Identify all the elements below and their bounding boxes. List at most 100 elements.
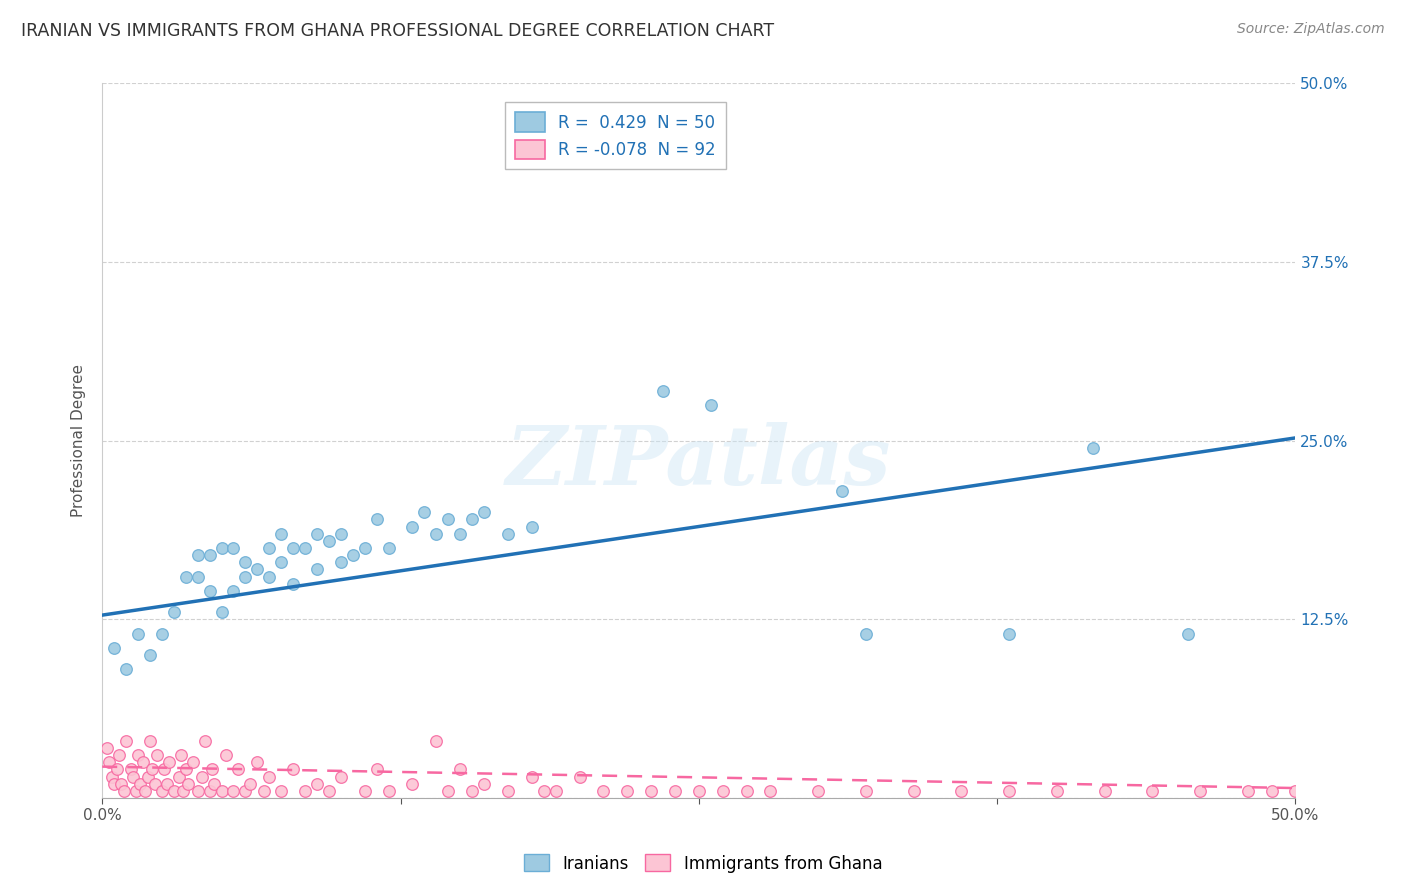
- Point: [759, 784, 782, 798]
- Point: [1260, 784, 1282, 798]
- Point: [120, 763, 142, 777]
- Point: [96, 741, 118, 756]
- Point: [461, 512, 484, 526]
- Point: [377, 784, 399, 798]
- Point: [1046, 784, 1069, 798]
- Point: [329, 526, 352, 541]
- Point: [108, 748, 131, 763]
- Point: [461, 784, 484, 798]
- Point: [202, 777, 225, 791]
- Point: [211, 605, 233, 619]
- Point: [652, 384, 675, 398]
- Point: [146, 748, 169, 763]
- Point: [129, 777, 152, 791]
- Text: Source: ZipAtlas.com: Source: ZipAtlas.com: [1237, 22, 1385, 37]
- Point: [270, 555, 292, 569]
- Point: [246, 756, 269, 770]
- Point: [281, 576, 304, 591]
- Point: [437, 512, 460, 526]
- Point: [472, 505, 495, 519]
- Point: [568, 770, 591, 784]
- Point: [98, 756, 121, 770]
- Point: [170, 748, 193, 763]
- Point: [115, 734, 138, 748]
- Point: [163, 605, 186, 619]
- Point: [413, 505, 436, 519]
- Point: [401, 777, 423, 791]
- Point: [177, 777, 200, 791]
- Point: [807, 784, 830, 798]
- Point: [235, 784, 257, 798]
- Point: [855, 784, 877, 798]
- Point: [187, 784, 209, 798]
- Point: [181, 756, 204, 770]
- Point: [153, 763, 176, 777]
- Point: [318, 533, 340, 548]
- Point: [215, 748, 238, 763]
- Point: [640, 784, 662, 798]
- Point: [253, 784, 276, 798]
- Point: [305, 562, 328, 576]
- Legend: Iranians, Immigrants from Ghana: Iranians, Immigrants from Ghana: [517, 847, 889, 880]
- Point: [222, 784, 245, 798]
- Point: [191, 770, 214, 784]
- Point: [259, 770, 281, 784]
- Point: [141, 763, 163, 777]
- Point: [1142, 784, 1164, 798]
- Point: [1081, 441, 1104, 455]
- Point: [711, 784, 734, 798]
- Point: [174, 569, 197, 583]
- Point: [425, 734, 447, 748]
- Point: [163, 784, 186, 798]
- Point: [281, 541, 304, 555]
- Point: [235, 555, 257, 569]
- Point: [342, 548, 364, 562]
- Point: [115, 662, 138, 676]
- Point: [1331, 784, 1354, 798]
- Point: [329, 770, 352, 784]
- Point: [1284, 784, 1306, 798]
- Point: [222, 541, 245, 555]
- Point: [105, 763, 128, 777]
- Text: ZIPatlas: ZIPatlas: [506, 422, 891, 502]
- Point: [235, 569, 257, 583]
- Point: [134, 784, 156, 798]
- Point: [143, 777, 166, 791]
- Point: [998, 626, 1021, 640]
- Point: [103, 640, 125, 655]
- Point: [100, 770, 122, 784]
- Point: [520, 770, 543, 784]
- Point: [110, 777, 132, 791]
- Point: [855, 626, 877, 640]
- Point: [318, 784, 340, 798]
- Point: [157, 756, 180, 770]
- Point: [533, 784, 555, 798]
- Point: [194, 734, 217, 748]
- Point: [259, 541, 281, 555]
- Point: [226, 763, 249, 777]
- Point: [425, 526, 447, 541]
- Point: [156, 777, 179, 791]
- Point: [1379, 784, 1402, 798]
- Point: [201, 763, 224, 777]
- Point: [198, 583, 221, 598]
- Point: [139, 734, 162, 748]
- Text: IRANIAN VS IMMIGRANTS FROM GHANA PROFESSIONAL DEGREE CORRELATION CHART: IRANIAN VS IMMIGRANTS FROM GHANA PROFESS…: [21, 22, 775, 40]
- Point: [1188, 784, 1211, 798]
- Point: [172, 784, 194, 798]
- Point: [150, 784, 173, 798]
- Legend: R =  0.429  N = 50, R = -0.078  N = 92: R = 0.429 N = 50, R = -0.078 N = 92: [505, 103, 725, 169]
- Point: [239, 777, 262, 791]
- Point: [150, 626, 173, 640]
- Point: [281, 763, 304, 777]
- Point: [1094, 784, 1116, 798]
- Point: [1236, 784, 1258, 798]
- Point: [1308, 784, 1330, 798]
- Point: [294, 541, 316, 555]
- Point: [198, 548, 221, 562]
- Point: [366, 512, 388, 526]
- Point: [211, 784, 233, 798]
- Point: [270, 784, 292, 798]
- Point: [592, 784, 614, 798]
- Point: [903, 784, 925, 798]
